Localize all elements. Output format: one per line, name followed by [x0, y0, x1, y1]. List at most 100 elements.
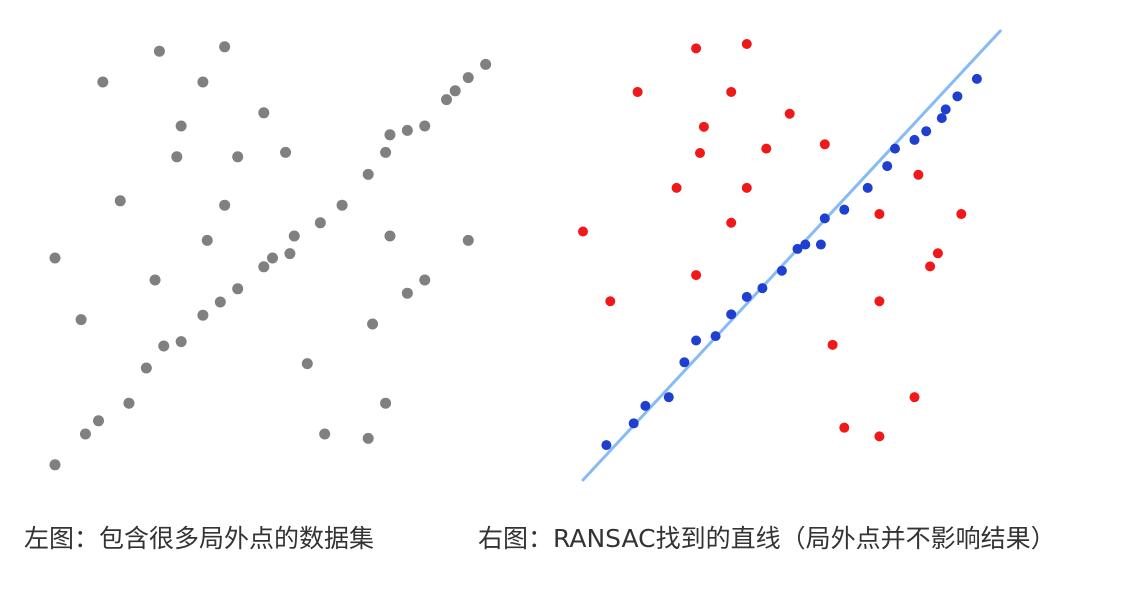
- right-outlier-point-8: [761, 143, 772, 154]
- left-point-41: [419, 274, 431, 286]
- left-point-36: [201, 234, 213, 246]
- right-inlier-point-5: [691, 335, 702, 346]
- left-point-35: [219, 199, 231, 211]
- right-outlier-point-11: [913, 169, 924, 180]
- right-outlier-point-7: [695, 148, 705, 158]
- left-point-4: [140, 362, 152, 374]
- left-point-8: [214, 296, 226, 308]
- left-point-2: [93, 415, 104, 427]
- left-point-28: [197, 76, 209, 88]
- left-point-31: [171, 151, 183, 163]
- right-inlier-point-2: [640, 400, 651, 411]
- right-outlier-point-14: [874, 209, 885, 220]
- left-point-26: [219, 41, 231, 53]
- right-outlier-point-3: [726, 86, 737, 97]
- left-point-37: [49, 252, 61, 264]
- right-outlier-point-24: [874, 431, 885, 442]
- left-point-10: [258, 261, 270, 273]
- right-inlier-point-22: [940, 104, 951, 115]
- left-point-12: [284, 248, 296, 260]
- left-point-43: [401, 287, 413, 299]
- right-outlier-point-18: [932, 248, 943, 259]
- left-point-47: [319, 428, 331, 440]
- left-scatter-plot: [49, 41, 492, 471]
- right-inlier-point-15: [839, 204, 850, 215]
- right-outlier-point-6: [819, 139, 830, 150]
- left-point-7: [197, 309, 209, 321]
- right-inlier-point-0: [601, 440, 612, 451]
- right-outlier-point-20: [874, 296, 885, 307]
- right-inlier-point-11: [792, 243, 803, 254]
- left-point-38: [149, 274, 161, 286]
- right-outlier-point-16: [691, 270, 702, 281]
- right-inlier-point-20: [921, 126, 932, 137]
- right-ransac-plot: [578, 29, 1002, 482]
- right-inlier-point-24: [971, 73, 982, 84]
- right-inlier-point-7: [726, 309, 737, 320]
- right-inlier-point-17: [882, 161, 893, 172]
- left-point-0: [49, 459, 61, 471]
- right-outlier-point-17: [925, 261, 936, 272]
- left-point-45: [301, 358, 313, 370]
- right-inlier-point-19: [909, 134, 920, 145]
- left-caption: 左图：包含很多局外点的数据集: [24, 524, 375, 553]
- left-point-25: [153, 45, 165, 57]
- right-inlier-point-4: [679, 357, 690, 368]
- right-inlier-point-13: [815, 239, 826, 250]
- left-point-13: [288, 230, 300, 242]
- left-point-15: [336, 199, 348, 211]
- left-point-18: [384, 129, 396, 141]
- right-outlier-point-12: [578, 226, 588, 237]
- right-outlier-point-2: [632, 86, 643, 97]
- right-outlier-point-1: [741, 39, 752, 49]
- left-point-1: [79, 428, 91, 440]
- right-inlier-point-18: [890, 143, 900, 154]
- left-point-20: [419, 120, 431, 132]
- right-outlier-point-9: [671, 182, 682, 193]
- right-inlier-point-3: [663, 392, 674, 403]
- left-point-5: [158, 340, 170, 352]
- right-caption: 右图：RANSAC找到的直线（局外点并不影响结果）: [478, 524, 1056, 553]
- left-point-17: [380, 146, 392, 158]
- left-point-30: [258, 107, 270, 119]
- left-point-39: [75, 314, 87, 326]
- left-point-46: [380, 397, 392, 409]
- left-point-14: [314, 217, 326, 229]
- right-inlier-point-14: [819, 213, 830, 224]
- left-point-23: [462, 72, 474, 84]
- left-point-34: [114, 195, 126, 207]
- left-point-48: [362, 432, 374, 444]
- right-outlier-point-22: [909, 392, 920, 403]
- right-inlier-point-1: [628, 418, 639, 429]
- right-fit-line: [581, 29, 1002, 482]
- left-point-29: [175, 120, 187, 132]
- right-inlier-point-10: [776, 265, 787, 276]
- left-point-6: [175, 336, 187, 348]
- left-point-40: [384, 230, 396, 242]
- right-outlier-point-19: [605, 296, 616, 307]
- right-outlier-point-10: [741, 182, 752, 193]
- left-point-21: [441, 94, 452, 106]
- right-outlier-point-15: [956, 209, 967, 220]
- left-point-32: [232, 151, 244, 163]
- right-inlier-point-23: [952, 91, 963, 102]
- right-outlier-point-5: [698, 121, 709, 132]
- left-point-11: [267, 252, 278, 264]
- right-inlier-point-6: [710, 331, 721, 342]
- left-point-9: [232, 283, 244, 295]
- left-point-33: [280, 146, 292, 158]
- left-point-24: [480, 58, 492, 70]
- left-point-3: [123, 397, 135, 409]
- right-inlier-point-16: [862, 182, 873, 193]
- right-outlier-point-4: [784, 108, 795, 119]
- right-outlier-point-0: [691, 43, 702, 54]
- left-point-44: [367, 318, 379, 330]
- right-inlier-point-9: [757, 283, 768, 294]
- right-outlier-point-13: [726, 217, 737, 228]
- left-point-16: [362, 168, 374, 180]
- right-outlier-point-21: [827, 339, 838, 350]
- left-point-19: [401, 124, 413, 136]
- right-inlier-point-8: [741, 291, 752, 302]
- left-point-27: [97, 76, 109, 88]
